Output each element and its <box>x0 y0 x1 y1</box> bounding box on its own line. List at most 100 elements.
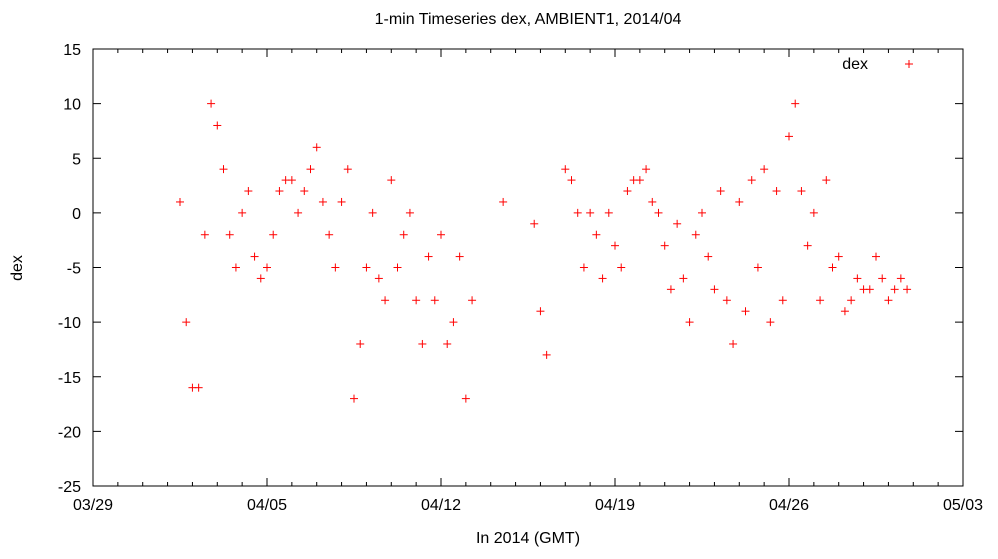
data-point <box>797 187 806 196</box>
data-point <box>399 230 408 239</box>
data-point <box>673 219 682 228</box>
data-point <box>461 394 470 403</box>
data-point <box>561 165 570 174</box>
data-point <box>437 230 445 239</box>
data-point <box>648 197 657 206</box>
data-point <box>679 274 688 283</box>
x-tick-label: 04/19 <box>595 497 635 514</box>
data-point <box>256 274 265 283</box>
data-point <box>368 208 377 217</box>
data-point <box>312 143 321 152</box>
data-point <box>685 318 694 327</box>
data-point <box>300 187 309 196</box>
data-point <box>822 176 831 185</box>
x-axis: 03/29 04/05 04/12 04/19 04/26 05/03 <box>73 49 983 514</box>
data-point <box>194 383 203 392</box>
data-point <box>219 165 228 174</box>
data-point <box>337 197 346 206</box>
data-point <box>430 296 439 305</box>
data-point <box>903 285 912 294</box>
y-tick-label: 0 <box>72 206 81 223</box>
data-point <box>803 241 812 250</box>
data-point <box>586 208 595 217</box>
data-point <box>362 263 371 272</box>
legend-marker <box>905 60 913 68</box>
data-point <box>809 208 818 217</box>
data-point <box>287 176 296 185</box>
y-tick-label: -15 <box>58 370 81 387</box>
data-point <box>374 274 383 283</box>
data-point <box>573 208 582 217</box>
data-point <box>598 274 607 283</box>
y-tick-label: 5 <box>72 151 81 168</box>
data-point <box>741 307 750 316</box>
data-point <box>412 296 421 305</box>
data-point <box>729 339 738 348</box>
data-point <box>269 230 278 239</box>
data-point <box>772 187 781 196</box>
data-point <box>747 176 756 185</box>
data-point <box>443 339 452 348</box>
data-point <box>872 252 880 261</box>
data-point <box>449 318 458 327</box>
data-point <box>213 121 222 130</box>
data-series-dex <box>176 99 912 403</box>
data-point <box>250 252 259 261</box>
x-tick-label: 05/03 <box>943 497 983 514</box>
data-point <box>716 187 725 196</box>
data-point <box>704 252 713 261</box>
data-point <box>785 132 793 141</box>
data-point <box>604 208 613 217</box>
data-point <box>828 263 837 272</box>
data-point <box>666 285 675 294</box>
data-point <box>890 285 899 294</box>
data-point <box>200 230 209 239</box>
data-point <box>350 394 358 403</box>
data-point <box>542 350 551 359</box>
data-point <box>238 208 247 217</box>
data-point <box>853 274 862 283</box>
data-point <box>896 274 905 283</box>
data-point <box>356 339 365 348</box>
data-point <box>325 230 334 239</box>
data-point <box>405 208 414 217</box>
data-point <box>225 230 234 239</box>
data-point <box>753 263 762 272</box>
data-point <box>343 165 352 174</box>
x-tick-label: 04/05 <box>247 497 287 514</box>
data-point <box>778 296 787 305</box>
y-axis: -25 -20 -15 -10 -5 0 5 10 15 <box>58 42 963 496</box>
data-point <box>865 285 874 294</box>
y-tick-label: 10 <box>63 97 81 114</box>
data-point <box>393 263 402 272</box>
data-point <box>642 165 651 174</box>
data-point <box>691 230 700 239</box>
data-point <box>710 285 719 294</box>
data-point <box>735 197 744 206</box>
data-point <box>623 187 632 196</box>
data-point <box>455 252 464 261</box>
data-point <box>905 60 913 68</box>
data-point <box>387 176 396 185</box>
x-axis-label: In 2014 (GMT) <box>476 530 580 547</box>
data-point <box>381 296 390 305</box>
data-point <box>611 241 619 250</box>
data-point <box>579 263 588 272</box>
data-point <box>791 99 800 108</box>
data-point <box>816 296 825 305</box>
data-point <box>635 176 644 185</box>
data-point <box>760 165 769 174</box>
data-point <box>592 230 601 239</box>
y-tick-label: -20 <box>58 424 81 441</box>
data-point <box>424 252 433 261</box>
data-point <box>318 197 327 206</box>
data-point <box>306 165 315 174</box>
chart-title: 1-min Timeseries dex, AMBIENT1, 2014/04 <box>375 11 682 28</box>
data-point <box>263 263 271 272</box>
y-tick-label: -10 <box>58 315 81 332</box>
data-point <box>840 307 849 316</box>
data-point <box>182 318 191 327</box>
data-point <box>244 187 253 196</box>
data-point <box>176 197 184 206</box>
